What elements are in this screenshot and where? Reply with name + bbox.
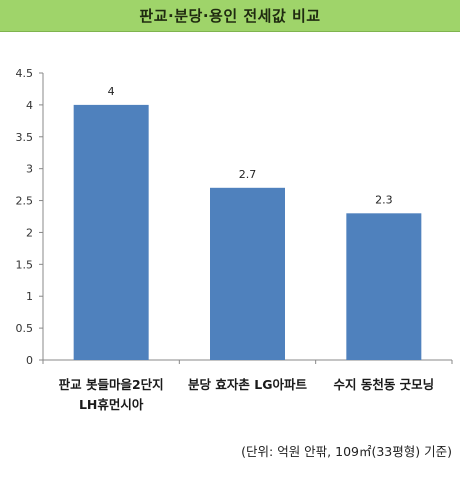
category-label: LH휴먼시아 [79, 397, 144, 412]
y-tick-label: 0.5 [16, 322, 34, 335]
data-label: 4 [108, 85, 115, 98]
y-tick-label: 3 [26, 163, 33, 176]
y-tick-label: 0 [26, 354, 33, 367]
bar [210, 187, 285, 360]
y-tick-label: 2.5 [16, 195, 34, 208]
category-label: 수지 동천동 굿모닝 [333, 377, 434, 392]
chart-title: 판교·분당·용인 전세값 비교 [139, 7, 321, 25]
y-tick-label: 3.5 [16, 131, 34, 144]
data-label: 2.7 [239, 168, 257, 181]
y-tick-label: 2 [26, 226, 33, 239]
data-label: 2.3 [375, 193, 393, 206]
bar [346, 213, 422, 360]
y-tick-label: 1 [26, 290, 33, 303]
bar [73, 104, 149, 360]
category-label: 분당 효자촌 LG아파트 [188, 377, 307, 392]
y-tick-label: 4.5 [16, 67, 34, 80]
category-label: 판교 봇들마을2단지 [59, 377, 164, 392]
chart-title-bar: 판교·분당·용인 전세값 비교 [0, 0, 460, 32]
unit-note: (단위: 억원 안팎, 109㎡(33평형) 기준) [241, 444, 452, 459]
y-tick-label: 1.5 [16, 258, 34, 271]
y-tick-label: 4 [26, 99, 33, 112]
